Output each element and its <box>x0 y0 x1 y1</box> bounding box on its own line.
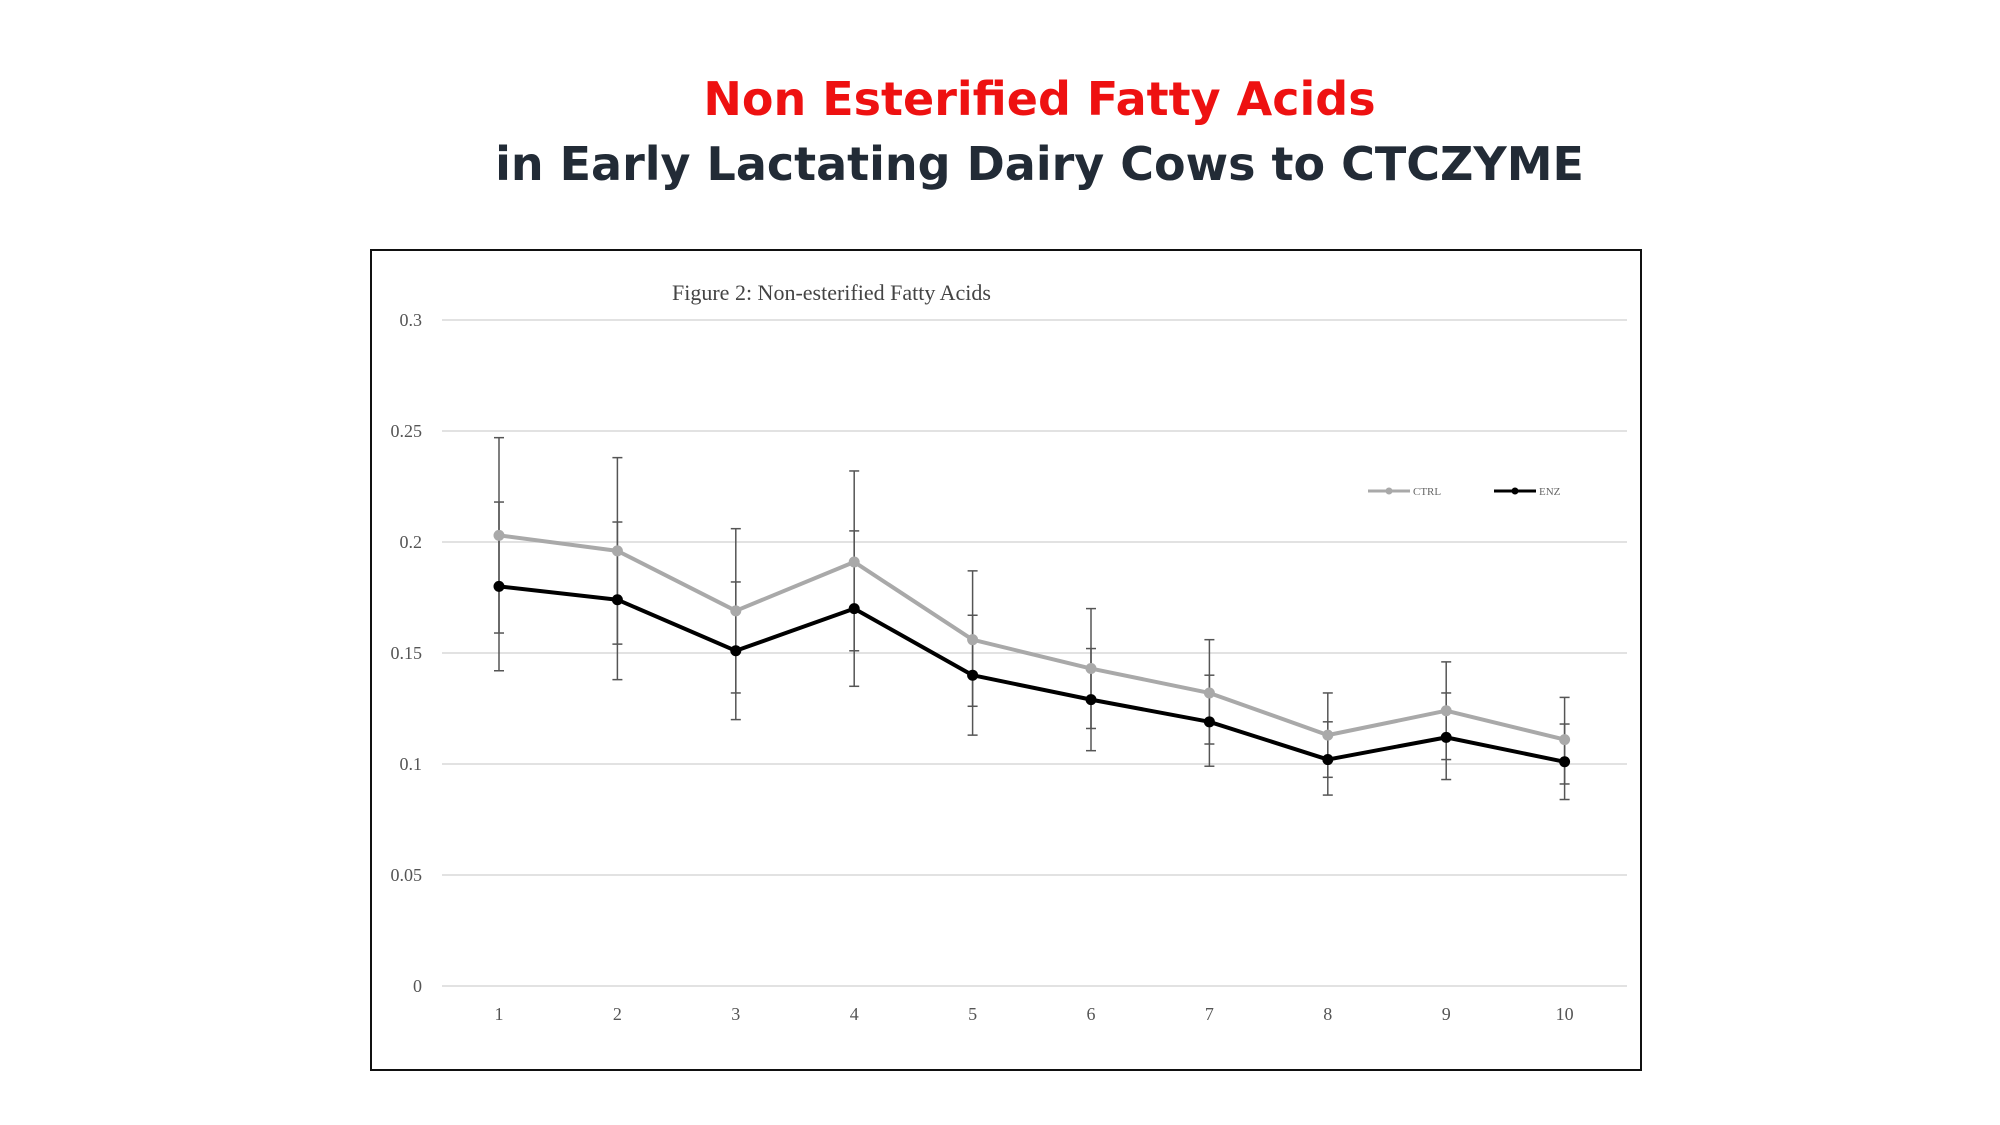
y-tick-label: 0.05 <box>391 865 423 885</box>
chart-svg: Figure 2: Non-esterified Fatty Acids 0 0.… <box>391 280 1627 1024</box>
slide-title-subtitle: in Early Lactating Dairy Cows to CTCZYME <box>495 137 1584 191</box>
x-axis-ticks: 1 2 3 4 5 6 7 8 9 10 <box>495 1004 1574 1024</box>
data-point-enz <box>1440 731 1452 743</box>
data-point-enz <box>1085 694 1097 706</box>
y-tick-label: 0.2 <box>400 532 423 552</box>
data-point-enz <box>1559 756 1571 768</box>
x-tick-label: 4 <box>850 1004 859 1024</box>
x-tick-label: 6 <box>1087 1004 1096 1024</box>
y-axis-ticks: 0 0.05 0.1 0.15 0.2 0.25 0.3 <box>391 310 423 996</box>
y-tick-label: 0.1 <box>400 754 423 774</box>
legend: CTRL ENZ <box>1368 486 1561 498</box>
y-tick-label: 0.15 <box>391 643 423 663</box>
x-tick-label: 3 <box>731 1004 740 1024</box>
chart-title: Figure 2: Non-esterified Fatty Acids <box>672 280 991 305</box>
data-point-ctrl <box>493 529 505 541</box>
data-point-ctrl <box>611 545 623 557</box>
data-point-enz <box>967 669 979 681</box>
y-tick-label: 0.3 <box>400 310 423 330</box>
x-tick-label: 8 <box>1323 1004 1332 1024</box>
data-point-ctrl <box>1440 705 1452 717</box>
data-point-enz <box>730 645 742 657</box>
data-point-enz <box>493 580 505 592</box>
data-point-enz <box>611 594 623 606</box>
data-point-ctrl <box>730 605 742 617</box>
x-tick-label: 2 <box>613 1004 622 1024</box>
chart-frame: Figure 2: Non-esterified Fatty Acids 0 0.… <box>370 249 1642 1071</box>
y-tick-label: 0.25 <box>391 421 423 441</box>
slide-title-accent: Non Esterified Fatty Acids <box>703 72 1376 126</box>
data-point-ctrl <box>1085 663 1097 675</box>
grid-layer <box>442 319 1627 987</box>
data-point-ctrl <box>1559 734 1571 746</box>
x-tick-label: 10 <box>1556 1004 1574 1024</box>
x-tick-label: 1 <box>495 1004 504 1024</box>
y-tick-label: 0 <box>413 976 422 996</box>
x-tick-label: 7 <box>1205 1004 1214 1024</box>
legend-marker-enz <box>1511 487 1519 495</box>
series-layer <box>493 529 1571 768</box>
data-point-ctrl <box>848 556 860 568</box>
data-point-ctrl <box>967 634 979 646</box>
x-tick-label: 5 <box>968 1004 977 1024</box>
legend-label-enz: ENZ <box>1539 486 1561 498</box>
series-line-enz <box>498 584 1566 764</box>
legend-marker-ctrl <box>1385 487 1393 495</box>
data-point-enz <box>1322 754 1334 766</box>
data-point-enz <box>1203 716 1215 728</box>
data-point-ctrl <box>1203 687 1215 699</box>
legend-label-ctrl: CTRL <box>1413 486 1441 498</box>
series-line-ctrl <box>498 533 1566 742</box>
data-point-ctrl <box>1322 729 1334 741</box>
x-tick-label: 9 <box>1442 1004 1451 1024</box>
data-point-enz <box>848 603 860 615</box>
